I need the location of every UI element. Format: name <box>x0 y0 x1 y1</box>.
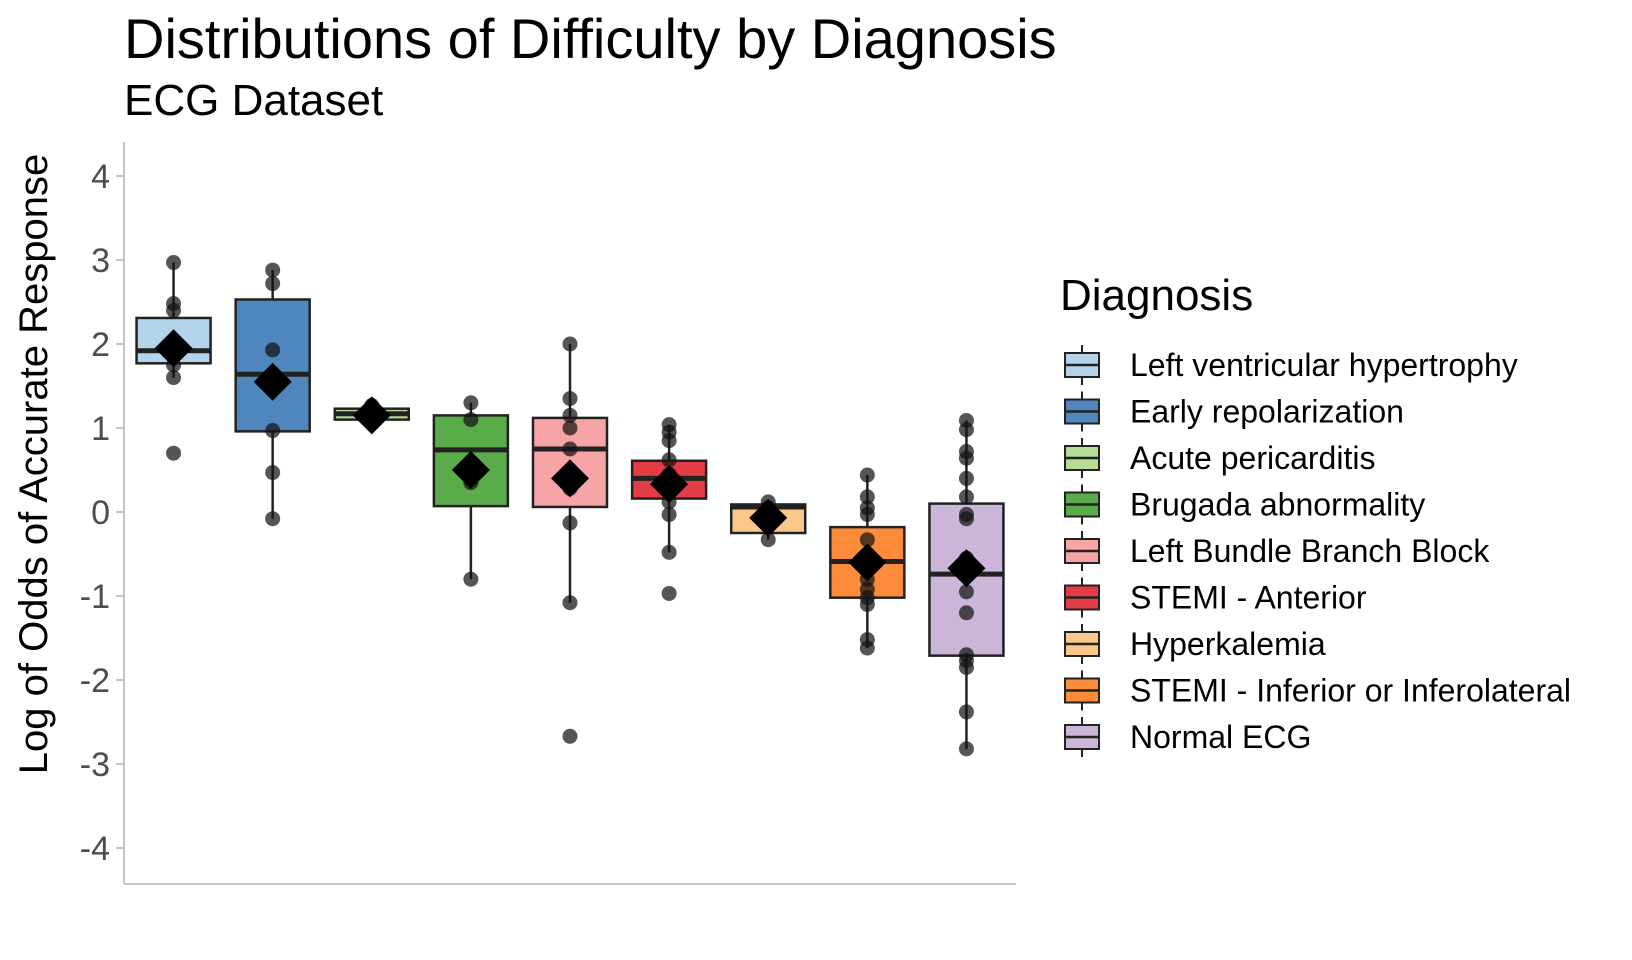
box-group <box>630 417 708 601</box>
chart-title: Distributions of Difficulty by Diagnosis <box>124 7 1057 70</box>
y-tick-label: -4 <box>80 830 110 868</box>
data-point <box>760 532 776 548</box>
y-axis: 4 3 2 1 0 -1 -2 -3 -4 <box>80 142 125 884</box>
data-point <box>958 470 974 486</box>
y-tick-label: -1 <box>80 578 110 616</box>
legend-item: Hyperkalemia <box>1064 624 1326 664</box>
data-point <box>562 391 578 407</box>
y-tick-label: 4 <box>91 158 110 196</box>
data-point <box>166 302 182 318</box>
data-point <box>265 342 281 358</box>
data-point <box>562 407 578 423</box>
box-group <box>135 255 212 461</box>
box-group <box>234 262 311 527</box>
mean-marker <box>650 465 689 504</box>
data-point <box>661 544 677 560</box>
plot-area <box>135 255 1005 757</box>
data-point <box>958 422 974 438</box>
data-point <box>661 507 677 523</box>
data-point <box>859 640 875 656</box>
box-group <box>333 396 411 435</box>
legend-label: Left Bundle Branch Block <box>1130 533 1490 569</box>
data-point <box>562 515 578 531</box>
data-point <box>166 370 182 386</box>
legend-item: Early repolarization <box>1064 391 1404 432</box>
data-point <box>958 659 974 675</box>
data-point <box>859 467 875 483</box>
data-point <box>463 412 479 428</box>
legend-item: STEMI - Anterior <box>1064 577 1367 618</box>
mean-marker <box>253 362 292 401</box>
box-group <box>432 395 510 587</box>
data-point <box>661 452 677 468</box>
legend-item: Acute pericarditis <box>1064 438 1375 478</box>
legend-label: STEMI - Inferior or Inferolateral <box>1130 673 1571 709</box>
data-point <box>265 465 281 481</box>
data-point <box>265 423 281 439</box>
y-axis-label: Log of Odds of Accurate Response <box>12 154 56 774</box>
data-point <box>859 507 875 523</box>
box-group <box>531 336 609 744</box>
legend-item: Left ventricular hypertrophy <box>1064 345 1518 385</box>
data-point <box>958 741 974 757</box>
data-point <box>859 489 875 505</box>
mean-marker <box>848 543 887 582</box>
y-tick-label: 1 <box>91 410 110 448</box>
legend-label: Left ventricular hypertrophy <box>1130 347 1518 383</box>
data-point <box>562 336 578 352</box>
box-group <box>928 412 1005 757</box>
data-point <box>562 728 578 744</box>
box-group <box>829 467 906 656</box>
y-tick-label: -2 <box>80 662 110 700</box>
data-point <box>958 511 974 527</box>
mean-marker <box>154 329 193 368</box>
data-point <box>562 595 578 611</box>
data-point <box>265 511 281 527</box>
data-point <box>562 441 578 457</box>
legend-item: STEMI - Inferior or Inferolateral <box>1064 670 1571 711</box>
legend-item: Normal ECG <box>1064 717 1311 757</box>
legend-item: Left Bundle Branch Block <box>1064 531 1490 571</box>
data-point <box>661 433 677 449</box>
box-group <box>729 494 807 548</box>
legend-item: Brugada abnormality <box>1064 484 1425 525</box>
data-point <box>463 571 479 587</box>
data-point <box>463 395 479 411</box>
legend-label: Early repolarization <box>1130 394 1404 430</box>
mean-marker <box>749 498 788 537</box>
data-point <box>958 704 974 720</box>
data-point <box>958 450 974 466</box>
chart-subtitle: ECG Dataset <box>124 76 384 125</box>
legend-label: Normal ECG <box>1130 719 1311 755</box>
legend: Diagnosis Left ventricular hypertrophy Ea… <box>1060 271 1571 757</box>
legend-label: Hyperkalemia <box>1130 626 1326 662</box>
legend-label: Brugada abnormality <box>1130 487 1425 523</box>
data-point <box>166 255 182 271</box>
legend-title: Diagnosis <box>1060 271 1253 320</box>
legend-label: Acute pericarditis <box>1130 440 1375 476</box>
data-point <box>661 585 677 601</box>
data-point <box>265 262 281 278</box>
y-tick-label: 0 <box>91 494 110 532</box>
y-tick-label: 3 <box>91 242 110 280</box>
legend-label: STEMI - Anterior <box>1130 580 1367 616</box>
data-point <box>265 276 281 292</box>
data-point <box>562 420 578 436</box>
data-point <box>166 445 182 461</box>
mean-marker <box>352 396 391 435</box>
mean-marker <box>551 459 589 498</box>
mean-marker <box>947 549 986 588</box>
data-point <box>958 584 974 600</box>
y-tick-label: 2 <box>91 326 110 364</box>
data-point <box>958 605 974 621</box>
mean-marker <box>451 451 490 489</box>
y-tick-label: -3 <box>80 746 110 784</box>
data-point <box>859 596 875 612</box>
data-point <box>958 489 974 505</box>
data-point <box>859 532 875 548</box>
